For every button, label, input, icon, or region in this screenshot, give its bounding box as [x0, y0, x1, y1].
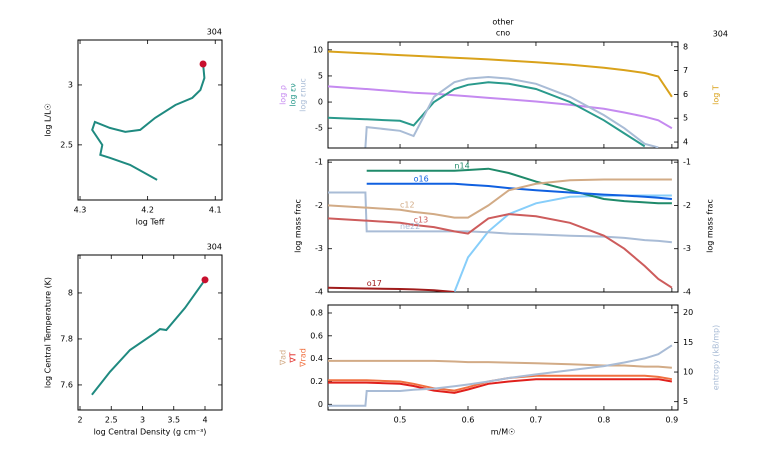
series-line	[328, 81, 646, 148]
x-axis-label: log Teff	[136, 218, 165, 227]
x-axis-label: m/M☉	[491, 428, 516, 437]
y2-tick-label: -4	[683, 288, 691, 297]
y-tick-label: 0	[318, 400, 323, 409]
y-tick-label: -5	[315, 124, 323, 133]
x-tick-label: 4	[202, 416, 207, 425]
plot-area	[91, 279, 206, 396]
axis-series-label: ∇rad	[299, 348, 308, 368]
y2-tick-label: -2	[683, 201, 691, 210]
series-line	[328, 286, 455, 292]
series-line	[364, 75, 659, 148]
y2-tick-label: 5	[683, 114, 688, 123]
series-line	[328, 213, 673, 289]
y-tick-label: -3	[315, 244, 323, 253]
y2-tick-label: 15	[683, 338, 693, 347]
x-tick-label: 0.8	[598, 416, 611, 425]
y-axis-label: log mass frac	[294, 199, 303, 253]
y-tick-label: 0.6	[310, 331, 323, 340]
series-label: ne22	[400, 222, 420, 231]
annotation: 304	[207, 243, 222, 252]
y-tick-label: 3	[68, 80, 73, 89]
plot-area	[328, 50, 673, 148]
y-tick-label: 8	[68, 288, 73, 297]
y-tick-label: 0.2	[310, 377, 323, 386]
y2-tick-label: 7	[683, 66, 688, 75]
y2-tick-label: 8	[683, 42, 688, 51]
series-line	[328, 191, 672, 244]
plot-frame	[77, 39, 223, 201]
x-axis-label: log Central Density (g cm⁻³)	[94, 428, 207, 437]
plot-frame	[327, 304, 679, 411]
axis-series-label: log εnuc	[299, 78, 308, 112]
series-line	[328, 178, 672, 219]
axis-series-label: ∇T	[289, 352, 298, 363]
x-tick-label: 4.3	[74, 206, 87, 215]
y-tick-label: 7.6	[60, 380, 73, 389]
x-tick-label: 0.6	[462, 416, 475, 425]
y-axis-label: log Central Temperature (K)	[44, 277, 53, 388]
x-tick-label: 0.9	[666, 416, 679, 425]
chart-subtitle: cno	[496, 29, 510, 38]
x-tick-label: 0.7	[530, 416, 543, 425]
plot-area	[91, 63, 206, 181]
y2-tick-label: 20	[683, 308, 693, 317]
series-line	[91, 279, 206, 396]
x-tick-label: 4.2	[141, 206, 154, 215]
series-label: o16	[414, 174, 429, 183]
y-tick-label: -1	[315, 158, 323, 167]
series-line	[328, 344, 673, 407]
y2-tick-label: -3	[683, 244, 691, 253]
annotation: 304	[713, 30, 728, 39]
y2-tick-label: 10	[683, 368, 693, 377]
x-tick-label: 3.5	[167, 416, 180, 425]
plot-frame	[327, 159, 679, 293]
axis-series-label: log εν	[289, 83, 298, 107]
series-line	[328, 378, 673, 394]
current-point	[199, 60, 207, 68]
y2-tick-label: 5	[683, 397, 688, 406]
chart-title: other	[492, 18, 514, 27]
series-line	[328, 50, 673, 98]
x-tick-label: 4.1	[209, 206, 222, 215]
axis-series-label: entropy (kB/mp)	[712, 325, 721, 390]
x-tick-label: 2.5	[105, 416, 118, 425]
plot-area	[328, 344, 673, 407]
y2-tick-label: 6	[683, 90, 688, 99]
plot-area	[328, 167, 673, 292]
y2-axis-label: log mass frac	[706, 199, 715, 253]
series-label: c13	[414, 215, 429, 224]
series-line	[366, 167, 672, 205]
series-label: o17	[367, 279, 382, 288]
y-tick-label: 5	[318, 71, 323, 80]
y-tick-label: 0	[318, 98, 323, 107]
y-tick-label: 0.8	[310, 308, 323, 317]
y-tick-label: 7.8	[60, 334, 73, 343]
x-tick-label: 0.5	[394, 416, 407, 425]
plot-frame	[327, 41, 679, 149]
y2-tick-label: 4	[683, 138, 688, 147]
y2-tick-label: -1	[683, 158, 691, 167]
annotation: 304	[207, 28, 222, 37]
y-tick-label: -4	[315, 288, 323, 297]
x-tick-label: 3	[140, 416, 145, 425]
y-axis-label: log L/L☉	[44, 103, 53, 137]
series-line	[328, 359, 672, 369]
axis-series-label: log ρ	[279, 85, 288, 105]
y-tick-label: 2.5	[60, 140, 73, 149]
y-tick-label: 10	[313, 45, 323, 54]
series-line	[453, 194, 672, 292]
x-tick-label: 2	[77, 416, 82, 425]
series-line	[91, 63, 206, 181]
current-point	[201, 276, 209, 284]
axis-series-label: ∇ad	[279, 350, 288, 366]
y-tick-label: 0.4	[310, 354, 323, 363]
series-line	[366, 182, 672, 200]
series-label: n14	[454, 161, 469, 170]
series-label: c12	[400, 200, 415, 209]
axis-series-label: log T	[712, 85, 721, 105]
series-line	[328, 85, 673, 130]
plot-frame	[77, 254, 223, 411]
y-tick-label: -2	[315, 201, 323, 210]
